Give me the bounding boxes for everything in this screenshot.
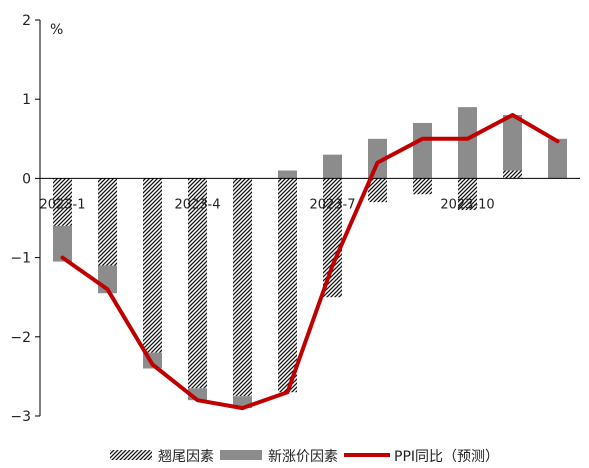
legend-label-ppi: PPI同比（预测） [394, 449, 499, 465]
ppi-line-layer [60, 113, 560, 411]
legend: 翘尾因素 新涨价因素 PPI同比（预测） [110, 449, 499, 465]
new-price-bar-6 [278, 170, 297, 179]
legend-label-tail: 翘尾因素 [158, 449, 214, 465]
y-tick-label: −2 [10, 330, 31, 346]
legend-item-tail: 翘尾因素 [110, 449, 214, 465]
tail-bar-9 [413, 178, 432, 195]
legend-label-new: 新涨价因素 [268, 449, 338, 465]
y-tick-label: 1 [22, 92, 31, 108]
new-price-bar-4 [188, 388, 207, 401]
legend-item-ppi: PPI同比（预测） [344, 449, 499, 465]
legend-item-new: 新涨价因素 [220, 449, 338, 465]
new-price-factor-bars [53, 107, 567, 409]
tail-bar-10 [458, 178, 477, 211]
axes: 2 1 0 −1 −2 −3 2023-1 2023-4 2023-7 2023-10 [10, 13, 580, 425]
new-price-bar-7 [323, 154, 342, 179]
tail-factor-bars [53, 170, 522, 397]
tail-bar-7 [323, 178, 342, 298]
new-price-bar-5 [233, 396, 252, 409]
tail-bar-5 [233, 178, 252, 397]
new-price-bar-12 [548, 138, 567, 179]
tail-bar-11 [503, 170, 522, 179]
legend-swatch-tail [110, 450, 152, 460]
x-tick-label: 2023-7 [309, 197, 355, 212]
y-tick-label: −3 [10, 409, 31, 425]
new-price-bar-1 [53, 225, 72, 262]
tail-bar-2 [98, 178, 117, 266]
y-tick-label: 2 [22, 13, 31, 29]
ppi-line [60, 113, 560, 411]
new-price-bar-10 [458, 107, 477, 179]
new-price-bar-9 [413, 122, 432, 179]
tail-bar-4 [188, 178, 207, 389]
legend-swatch-new [220, 450, 262, 460]
x-tick-label: 2023-10 [440, 197, 494, 212]
y-tick-label: −1 [10, 251, 31, 267]
tail-bar-8 [368, 178, 387, 203]
tail-bar-3 [143, 178, 162, 353]
tail-bar-1 [53, 178, 72, 226]
new-price-bar-11 [503, 115, 522, 171]
y-tick-label: 0 [22, 171, 31, 187]
unit-label: % [50, 22, 63, 38]
tail-bar-6 [278, 178, 297, 393]
x-tick-label: 2023-4 [174, 197, 220, 212]
x-tick-label: 2023-1 [39, 197, 85, 212]
